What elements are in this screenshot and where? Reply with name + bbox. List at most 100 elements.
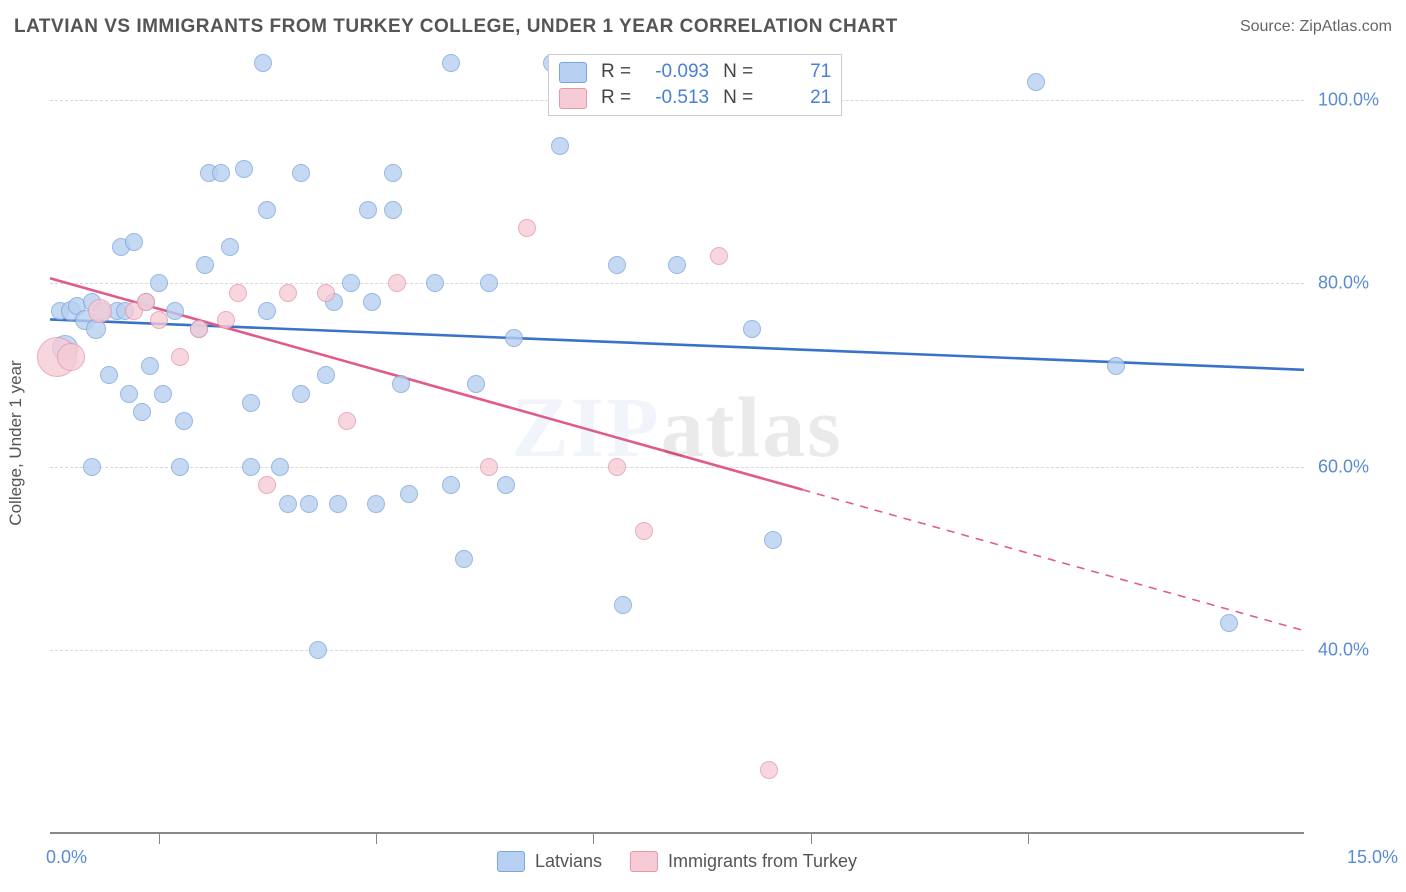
n-label: N = — [723, 61, 753, 83]
data-point — [426, 274, 444, 292]
n-value: 21 — [767, 87, 831, 109]
x-axis-min-label: 0.0% — [46, 847, 87, 868]
data-point — [1107, 357, 1125, 375]
r-value: -0.093 — [645, 61, 709, 83]
data-point — [384, 164, 402, 182]
source-credit: Source: ZipAtlas.com — [1240, 18, 1392, 36]
data-point — [242, 458, 260, 476]
data-point — [258, 476, 276, 494]
data-point — [254, 54, 272, 72]
legend-swatch — [497, 851, 525, 872]
data-point — [166, 302, 184, 320]
n-label: N = — [723, 87, 753, 109]
correlation-legend: R = -0.093 N = 71 R = -0.513 N = 21 — [548, 54, 842, 116]
data-point — [83, 458, 101, 476]
data-point — [133, 403, 151, 421]
x-tick — [159, 832, 160, 844]
y-tick-label: 80.0% — [1318, 273, 1369, 294]
y-axis-label: College, Under 1 year — [6, 360, 26, 525]
data-point — [171, 458, 189, 476]
data-point — [100, 366, 118, 384]
data-point — [175, 412, 193, 430]
data-point — [442, 54, 460, 72]
data-point — [317, 284, 335, 302]
data-point — [125, 233, 143, 251]
data-point — [217, 311, 235, 329]
correlation-row: R = -0.093 N = 71 — [559, 59, 831, 85]
data-point — [292, 164, 310, 182]
data-point — [120, 385, 138, 403]
data-point — [258, 201, 276, 219]
legend-swatch — [559, 88, 587, 109]
chart-title: LATVIAN VS IMMIGRANTS FROM TURKEY COLLEG… — [14, 16, 898, 38]
data-point — [608, 458, 626, 476]
data-point — [480, 458, 498, 476]
data-point — [388, 274, 406, 292]
series-name: Immigrants from Turkey — [668, 851, 857, 872]
watermark: ZIPatlas — [511, 377, 842, 477]
data-point — [608, 256, 626, 274]
data-point — [309, 641, 327, 659]
data-point — [271, 458, 289, 476]
series-legend-item: Immigrants from Turkey — [630, 851, 857, 872]
legend-swatch — [559, 62, 587, 83]
data-point — [1027, 73, 1045, 91]
data-point — [497, 476, 515, 494]
data-point — [551, 137, 569, 155]
series-name: Latvians — [535, 851, 602, 872]
data-point — [400, 485, 418, 503]
data-point — [279, 495, 297, 513]
r-label: R = — [601, 61, 631, 83]
x-tick — [593, 832, 594, 844]
data-point — [212, 164, 230, 182]
data-point — [292, 385, 310, 403]
data-point — [455, 550, 473, 568]
data-point — [300, 495, 318, 513]
data-point — [150, 311, 168, 329]
data-point — [338, 412, 356, 430]
data-point — [88, 299, 112, 323]
data-point — [154, 385, 172, 403]
data-point — [505, 329, 523, 347]
data-point — [221, 238, 239, 256]
legend-swatch — [630, 851, 658, 872]
data-point — [137, 293, 155, 311]
data-point — [279, 284, 297, 302]
data-point — [190, 320, 208, 338]
series-legend-item: Latvians — [497, 851, 602, 872]
data-point — [229, 284, 247, 302]
data-point — [363, 293, 381, 311]
correlation-row: R = -0.513 N = 21 — [559, 85, 831, 111]
data-point — [359, 201, 377, 219]
data-point — [171, 348, 189, 366]
data-point — [480, 274, 498, 292]
data-point — [367, 495, 385, 513]
data-point — [392, 375, 410, 393]
y-tick-label: 40.0% — [1318, 640, 1369, 661]
x-axis-max-label: 15.0% — [1347, 847, 1398, 868]
data-point — [342, 274, 360, 292]
gridline — [50, 650, 1304, 651]
r-label: R = — [601, 87, 631, 109]
data-point — [467, 375, 485, 393]
data-point — [442, 476, 460, 494]
data-point — [635, 522, 653, 540]
y-tick-label: 100.0% — [1318, 89, 1379, 110]
data-point — [235, 160, 253, 178]
data-point — [743, 320, 761, 338]
data-point — [329, 495, 347, 513]
data-point — [760, 761, 778, 779]
x-tick — [1028, 832, 1029, 844]
chart-area: College, Under 1 year 40.0%60.0%80.0%100… — [50, 54, 1304, 834]
y-tick-label: 60.0% — [1318, 456, 1369, 477]
data-point — [764, 531, 782, 549]
data-point — [710, 247, 728, 265]
n-value: 71 — [767, 61, 831, 83]
data-point — [614, 596, 632, 614]
gridline — [50, 467, 1304, 468]
r-value: -0.513 — [645, 87, 709, 109]
data-point — [317, 366, 335, 384]
data-point — [518, 219, 536, 237]
data-point — [57, 343, 85, 371]
series-legend: Latvians Immigrants from Turkey — [497, 851, 857, 872]
